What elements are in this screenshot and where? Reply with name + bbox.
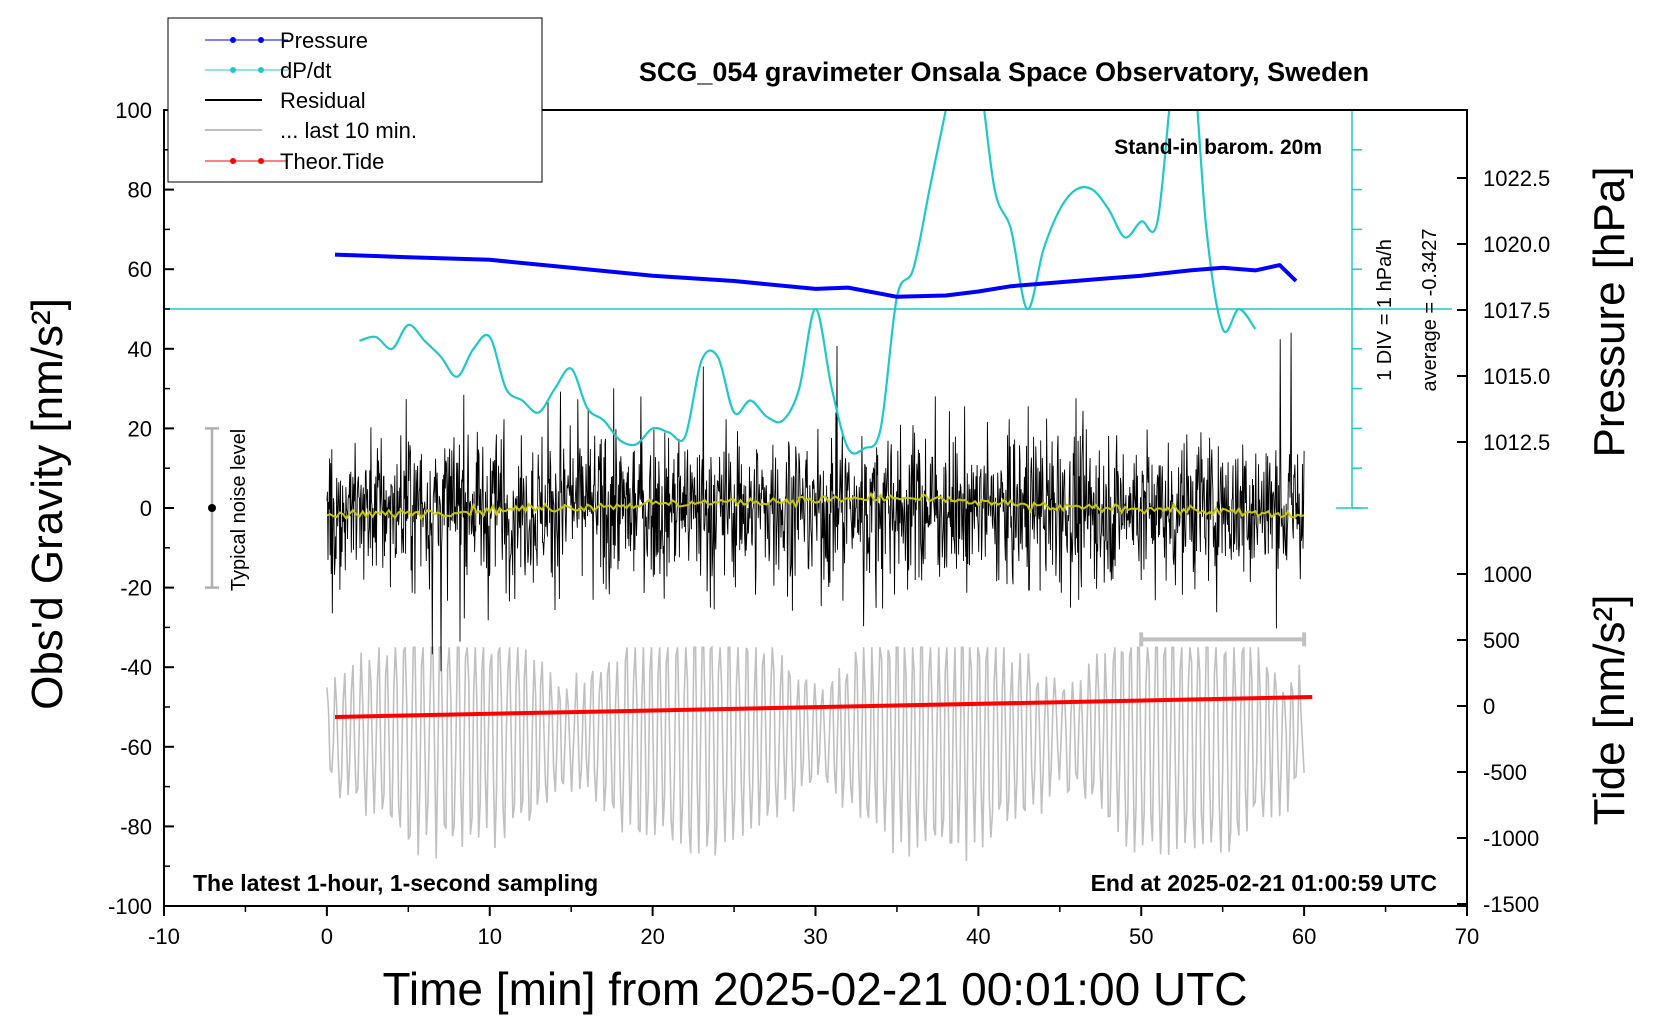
x-tick-label: 60 <box>1292 924 1316 949</box>
legend-label-last10: ... last 10 min. <box>280 118 417 143</box>
legend-item-pressure: Pressure <box>205 28 368 53</box>
barometer-annotation: Stand-in barom. 20m <box>1114 136 1322 159</box>
pressure-axis-ticks: 1012.5 1015.0 1017.5 1020.0 1022.5 <box>1457 166 1550 455</box>
pressure-series-line <box>334 252 1298 299</box>
tide-axis-ticks: -1500 -1000 -500 0 500 1000 <box>1457 562 1539 917</box>
legend-label-residual: Residual <box>280 88 366 113</box>
noise-level-label: Typical noise level <box>228 429 250 591</box>
legend-marker-pressure-2 <box>258 37 264 43</box>
x-tick-label: 10 <box>478 924 502 949</box>
tide-tick-label: 1000 <box>1483 562 1532 587</box>
y-tick-label: 0 <box>140 496 152 521</box>
pressure-tick-label: 1022.5 <box>1483 166 1550 191</box>
legend-label-pressure: Pressure <box>280 28 368 53</box>
pressure-tick-label: 1020.0 <box>1483 232 1550 257</box>
div-label: 1 DIV = 1 hPa/h <box>1374 239 1396 381</box>
dpdt-series-line <box>359 110 1257 455</box>
legend-label-tide: Theor.Tide <box>280 149 384 174</box>
legend-label-dpdt: dP/dt <box>280 58 331 83</box>
x-axis-ticks: -10 0 10 20 30 40 50 60 70 <box>148 906 1479 949</box>
pressure-tick-label: 1017.5 <box>1483 298 1550 323</box>
y-tick-label: -100 <box>108 894 152 919</box>
legend-item-dpdt: dP/dt <box>205 58 331 83</box>
tide-tick-label: -1500 <box>1483 892 1539 917</box>
bottom-right-annotation: End at 2025-02-21 01:00:59 UTC <box>1091 870 1437 896</box>
y-tick-label: -60 <box>120 735 152 760</box>
y-tick-label: -20 <box>120 576 152 601</box>
legend-marker-pressure <box>230 37 236 43</box>
bottom-left-annotation: The latest 1-hour, 1-second sampling <box>193 870 598 896</box>
pressure-tick-label: 1012.5 <box>1483 430 1550 455</box>
smoothed-residual-line <box>326 491 1305 521</box>
x-tick-label: 50 <box>1129 924 1153 949</box>
average-label: average = -0.3427 <box>1419 229 1441 392</box>
legend-item-residual: Residual <box>205 88 366 113</box>
tide-tick-label: 0 <box>1483 694 1495 719</box>
plot-series-group <box>164 110 1452 862</box>
legend-item-last10: ... last 10 min. <box>205 118 417 143</box>
x-tick-label: 40 <box>966 924 990 949</box>
y-tick-label: 40 <box>128 337 152 362</box>
last10-series-line <box>326 645 1305 862</box>
tide-tick-label: -500 <box>1483 760 1527 785</box>
legend: Pressure dP/dt Residual ... last 10 min.… <box>167 17 543 183</box>
x-tick-label: 0 <box>321 924 333 949</box>
noise-level-center-marker <box>208 504 216 512</box>
y-axis-label-pressure: Pressure [hPa] <box>1585 166 1634 457</box>
x-tick-label: 70 <box>1455 924 1479 949</box>
x-tick-label: 30 <box>803 924 827 949</box>
y-axis-ticks: -100 -80 -60 -40 -20 0 20 40 60 80 100 <box>108 98 174 919</box>
legend-marker-dpdt-2 <box>258 67 264 73</box>
y-tick-label: -40 <box>120 655 152 680</box>
tide-tick-label: -1000 <box>1483 826 1539 851</box>
plot-area <box>164 110 1452 862</box>
legend-marker-dpdt <box>230 67 236 73</box>
x-tick-label: -10 <box>148 924 180 949</box>
legend-item-tide: Theor.Tide <box>205 149 384 174</box>
pressure-tick-label: 1015.0 <box>1483 364 1550 389</box>
x-axis-label: Time [min] from 2025-02-21 00:01:00 UTC <box>383 963 1248 1015</box>
y-axis-label-tide: Tide [nm/s²] <box>1585 595 1634 826</box>
y-tick-label: 100 <box>115 98 152 123</box>
y-tick-label: 80 <box>128 178 152 203</box>
y-tick-label: -80 <box>120 814 152 839</box>
tide-series-line <box>334 695 1313 719</box>
tide-tick-label: 500 <box>1483 628 1520 653</box>
chart-title: SCG_054 gravimeter Onsala Space Observat… <box>639 57 1369 87</box>
y-tick-label: 20 <box>128 416 152 441</box>
y-tick-label: 60 <box>128 257 152 282</box>
legend-marker-tide-2 <box>258 158 264 164</box>
x-tick-label: 20 <box>640 924 664 949</box>
y-axis-label-left: Obs'd Gravity [nm/s²] <box>23 298 72 710</box>
legend-marker-tide <box>230 158 236 164</box>
